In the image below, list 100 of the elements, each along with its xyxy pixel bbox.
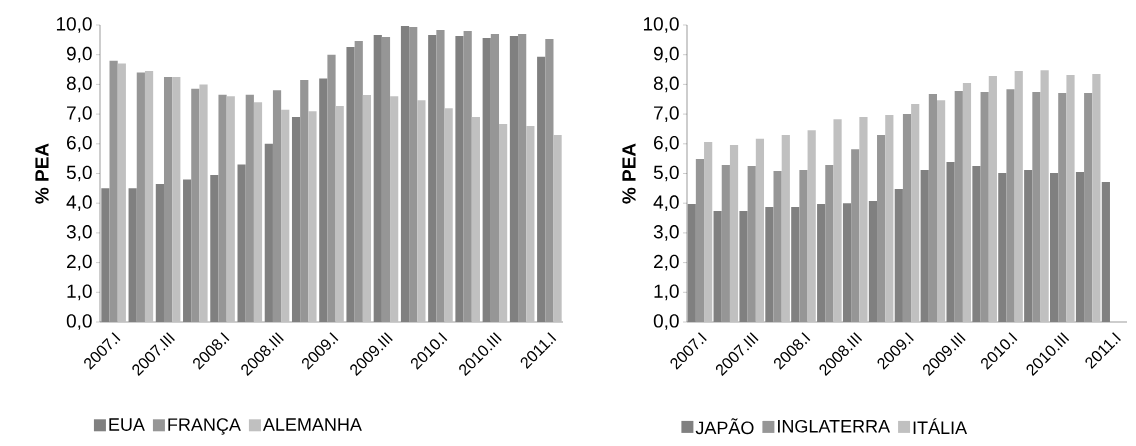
bar: [885, 114, 894, 322]
y-axis-title: % PEA: [35, 143, 49, 204]
bar: [319, 78, 328, 322]
bar: [291, 117, 301, 322]
bar: [490, 33, 500, 322]
bar: [362, 95, 372, 322]
bar: [381, 36, 391, 322]
bar: [695, 158, 705, 322]
bar: [136, 72, 145, 322]
bar: [773, 171, 782, 322]
y-tick-label: 7,0: [67, 106, 92, 122]
y-tick-label: 2,0: [67, 254, 92, 271]
y-tick-label: 7,0: [654, 106, 679, 122]
bar: [428, 35, 437, 322]
y-tick-label: 4,0: [66, 195, 92, 212]
bar: [1075, 172, 1085, 322]
legend-label: INGLATERRA: [778, 419, 891, 433]
bar: [509, 35, 519, 322]
bar: [902, 114, 912, 322]
y-axis-title: % PEA: [622, 143, 636, 204]
bar: [409, 27, 418, 322]
bar: [928, 93, 937, 322]
bar: [807, 130, 816, 322]
bar: [1101, 182, 1110, 322]
y-tick-label: 6,0: [654, 135, 679, 152]
legend-label: FRANÇA: [168, 418, 241, 435]
legend-label: JAPÃO: [695, 418, 754, 435]
bar: [144, 71, 154, 322]
y-tick-label: 1,0: [654, 284, 679, 301]
bar: [980, 92, 989, 322]
bar: [1032, 92, 1041, 322]
bar: [842, 203, 852, 322]
bar: [755, 138, 765, 322]
bar: [868, 201, 878, 322]
bar: [354, 41, 363, 322]
y-tick-label: 4,0: [653, 195, 679, 212]
bar: [962, 82, 972, 322]
bar: [163, 76, 173, 322]
y-tick-label: 3,0: [66, 225, 92, 241]
bar: [245, 94, 254, 322]
y-tick-label: 3,0: [653, 225, 679, 241]
bar: [1092, 74, 1101, 322]
bar: [747, 166, 756, 322]
bar: [199, 84, 208, 322]
bar: [988, 76, 997, 322]
bar: [1006, 89, 1015, 322]
bar: [1014, 71, 1023, 322]
bar: [327, 54, 336, 322]
y-tick-label: 8,0: [653, 76, 679, 93]
bar: [1066, 74, 1075, 322]
bar: [817, 204, 826, 322]
bar: [237, 164, 246, 322]
bar: [191, 88, 200, 322]
bar: [791, 207, 800, 322]
y-tick-label: 1,0: [67, 284, 92, 301]
bar: [308, 111, 317, 322]
bar: [877, 134, 886, 322]
bar: [226, 96, 235, 322]
bar: [1050, 172, 1059, 322]
y-tick-label: 0,0: [66, 314, 92, 330]
bar: [739, 210, 748, 322]
bar: [335, 106, 344, 322]
legend-label: ITÁLIA: [913, 418, 968, 434]
bar: [300, 79, 309, 322]
bar: [210, 174, 219, 322]
bar: [1024, 169, 1033, 322]
bar: [713, 210, 722, 322]
bar: [687, 204, 696, 322]
bar: [264, 143, 273, 322]
bar: [799, 169, 808, 322]
bar: [390, 96, 399, 322]
bar: [1040, 70, 1049, 322]
y-tick-label: 6,0: [67, 135, 92, 152]
bar: [400, 25, 410, 322]
y-tick-label: 2,0: [654, 254, 679, 271]
bar: [471, 117, 480, 322]
bar: [117, 63, 126, 322]
bar: [851, 149, 860, 322]
y-tick-label: 10,0: [56, 17, 92, 33]
y-tick-label: 9,0: [66, 46, 92, 63]
bar: [499, 123, 508, 322]
bar: [537, 56, 546, 322]
bar: [444, 108, 453, 322]
bar: [346, 46, 355, 322]
bar: [946, 161, 955, 322]
bar: [128, 188, 137, 322]
bar: [998, 172, 1007, 322]
bar: [463, 30, 472, 322]
bar: [482, 38, 491, 322]
bar: [518, 33, 527, 322]
bar: [781, 134, 790, 322]
bar: [417, 100, 426, 322]
bar: [721, 164, 730, 322]
bar: [825, 164, 834, 322]
bar: [109, 60, 118, 322]
bar: [281, 109, 290, 322]
bar: [765, 207, 774, 322]
bar: [272, 90, 282, 322]
y-tick-label: 0,0: [653, 314, 679, 330]
bar: [1084, 93, 1093, 322]
